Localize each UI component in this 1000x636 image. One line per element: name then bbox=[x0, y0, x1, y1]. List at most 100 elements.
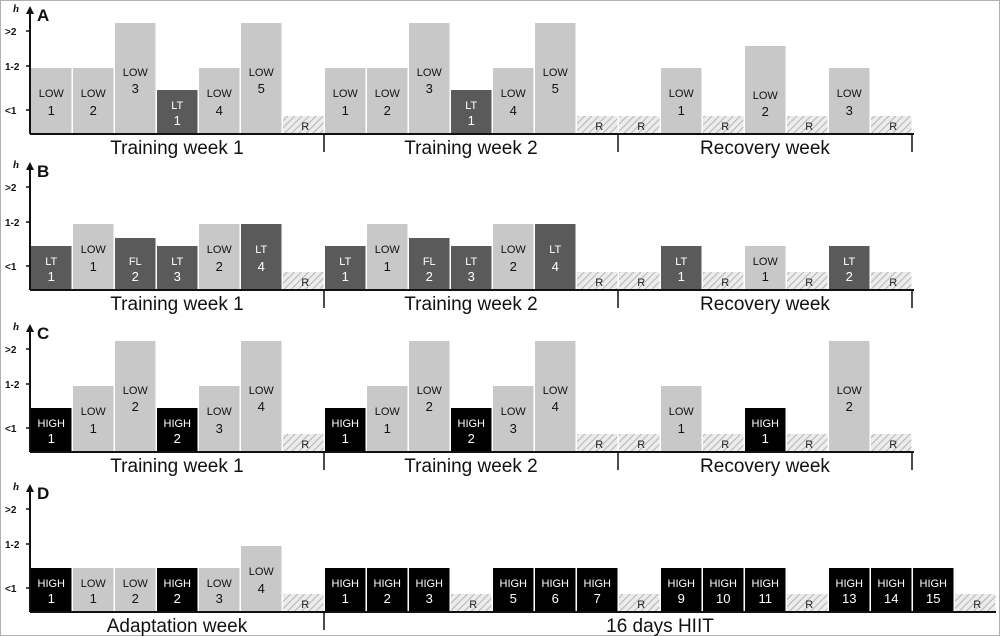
rest-day-block bbox=[703, 272, 744, 290]
session-bar-block bbox=[157, 246, 198, 290]
session-number-label: 2 bbox=[762, 104, 769, 119]
session-number-label: 13 bbox=[842, 591, 856, 606]
session-bar-block bbox=[73, 224, 114, 290]
session-bar-block bbox=[367, 68, 408, 134]
session-bar-lt: LT1 bbox=[31, 246, 72, 290]
rest-day-label: R bbox=[805, 599, 813, 611]
session-type-label: LT bbox=[675, 256, 687, 268]
session-bar-block bbox=[199, 386, 240, 452]
session-bar-block bbox=[115, 341, 156, 452]
session-bar-low: LOW 2 bbox=[409, 341, 450, 452]
session-bar-lt: LT1 bbox=[661, 246, 702, 290]
session-bar-block bbox=[661, 68, 702, 134]
session-number-label: 2 bbox=[174, 431, 181, 446]
panel-d: Dh>21-2<1 HIGH1LOW1LOW2HIGH2LOW3LOW4RHIGH… bbox=[5, 481, 996, 636]
session-bar-block bbox=[493, 68, 534, 134]
session-type-label: LT bbox=[843, 256, 855, 268]
session-number-label: 2 bbox=[174, 591, 181, 606]
session-number-label: 2 bbox=[846, 269, 853, 284]
session-number-label: 2 bbox=[384, 103, 391, 118]
session-bar-low: LOW 2 bbox=[493, 224, 534, 290]
rest-day-label: R bbox=[637, 439, 645, 451]
session-number-label: 9 bbox=[678, 591, 685, 606]
session-bar-block bbox=[493, 568, 534, 612]
session-bar-block bbox=[871, 568, 912, 612]
session-number-label: 4 bbox=[552, 259, 559, 274]
session-type-label: LOW bbox=[669, 406, 695, 418]
session-number-label: 2 bbox=[216, 259, 223, 274]
session-number-label: 5 bbox=[552, 81, 559, 96]
rest-day-block bbox=[577, 272, 618, 290]
session-bar-block bbox=[493, 224, 534, 290]
rest-day-block bbox=[283, 272, 324, 290]
session-type-label: LT bbox=[171, 100, 183, 112]
week-label: Training week 1 bbox=[110, 456, 243, 477]
session-type-label: LOW bbox=[81, 244, 107, 256]
session-bar-block bbox=[745, 408, 786, 452]
rest-day: R bbox=[955, 594, 996, 612]
session-bar-block bbox=[577, 568, 618, 612]
panel-c: Ch>21-2<1 HIGH1LOW1LOW2HIGH2LOW3LOW4RHIGH… bbox=[5, 321, 914, 477]
week-label: Training week 1 bbox=[110, 138, 243, 159]
rest-day-label: R bbox=[595, 121, 603, 133]
session-bar-block bbox=[535, 341, 576, 452]
session-number-label: 3 bbox=[426, 81, 433, 96]
session-number-label: 2 bbox=[90, 103, 97, 118]
session-type-label: HIGH bbox=[458, 418, 486, 430]
session-type-label: HIGH bbox=[668, 578, 696, 590]
session-number-label: 2 bbox=[426, 399, 433, 414]
rest-day-block bbox=[787, 594, 828, 612]
session-type-label: HIGH bbox=[416, 578, 444, 590]
y-axis-unit: h bbox=[13, 3, 19, 15]
session-bar-low: LOW 2 bbox=[199, 224, 240, 290]
rest-day-label: R bbox=[721, 439, 729, 451]
session-number-label: 1 bbox=[48, 431, 55, 446]
session-type-label: LOW bbox=[837, 88, 863, 100]
y-axis-unit: h bbox=[13, 159, 19, 171]
session-type-label: LOW bbox=[375, 406, 401, 418]
session-number-label: 4 bbox=[216, 103, 223, 118]
session-number-label: 15 bbox=[926, 591, 940, 606]
session-bar-low: LOW 1 bbox=[367, 224, 408, 290]
session-bar-block bbox=[451, 408, 492, 452]
session-number-label: 3 bbox=[132, 81, 139, 96]
panel-a: Ah>21-2<1LOW1LOW2LOW3LT1LOW4LOW5RLOW1LOW… bbox=[5, 3, 914, 159]
week-label: Recovery week bbox=[700, 456, 830, 477]
session-number-label: 1 bbox=[678, 269, 685, 284]
session-bar-block bbox=[661, 246, 702, 290]
session-type-label: LOW bbox=[123, 578, 149, 590]
panel-letter: D bbox=[37, 484, 49, 503]
rest-day: R bbox=[619, 116, 660, 134]
session-bar-block bbox=[367, 568, 408, 612]
session-number-label: 1 bbox=[174, 113, 181, 128]
session-bar-block bbox=[241, 224, 282, 290]
session-bar-block bbox=[115, 23, 156, 134]
session-bar-low: LOW 4 bbox=[535, 341, 576, 452]
session-type-label: LT bbox=[549, 244, 561, 256]
session-number-label: 1 bbox=[342, 269, 349, 284]
session-type-label: LT bbox=[45, 256, 57, 268]
session-number-label: 2 bbox=[510, 259, 517, 274]
rest-day-label: R bbox=[889, 121, 897, 133]
rest-day: R bbox=[787, 594, 828, 612]
session-bar-low: LOW 4 bbox=[241, 341, 282, 452]
y-axis-level-label: >2 bbox=[5, 183, 17, 194]
session-type-label: LOW bbox=[249, 385, 275, 397]
session-type-label: HIGH bbox=[500, 578, 528, 590]
rest-day-label: R bbox=[469, 599, 477, 611]
rest-day: R bbox=[283, 272, 324, 290]
session-number-label: 1 bbox=[90, 259, 97, 274]
rest-day-block bbox=[787, 434, 828, 452]
